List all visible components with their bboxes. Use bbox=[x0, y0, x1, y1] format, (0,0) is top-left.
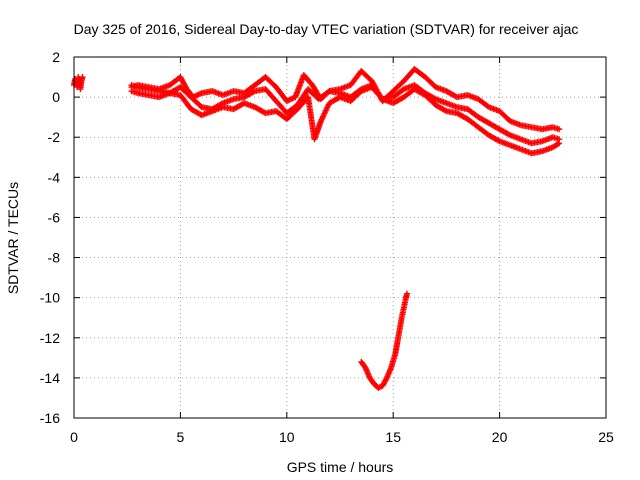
x-tick-label: 0 bbox=[70, 429, 78, 445]
tick-marks bbox=[73, 56, 607, 419]
data-layer bbox=[71, 66, 563, 391]
trace-marker bbox=[383, 376, 390, 383]
series-track-1 bbox=[128, 66, 563, 133]
data-point bbox=[556, 126, 563, 133]
y-tick-labels: 2 0 -2 -4 -6 -8 -10 -12 -14 -16 bbox=[40, 49, 60, 426]
series-segment-b bbox=[358, 290, 411, 391]
series-segment-a bbox=[71, 74, 86, 93]
y-tick-label: -10 bbox=[40, 290, 60, 306]
y-tick-label: 2 bbox=[52, 49, 60, 65]
y-tick-label: -12 bbox=[40, 330, 60, 346]
y-tick-label: 0 bbox=[52, 89, 60, 105]
series-track-3 bbox=[128, 84, 563, 157]
y-axis-label: SDTVAR / TECUs bbox=[5, 182, 21, 294]
x-axis-label: GPS time / hours bbox=[287, 459, 394, 475]
data-point bbox=[404, 290, 411, 297]
x-tick-label: 10 bbox=[279, 429, 295, 445]
x-tick-label: 25 bbox=[598, 429, 614, 445]
series-track-2 bbox=[128, 82, 563, 147]
y-tick-label: -2 bbox=[48, 129, 61, 145]
data-point bbox=[556, 140, 563, 147]
trace-marker bbox=[554, 141, 561, 148]
trace-marker bbox=[442, 107, 449, 114]
y-tick-label: -14 bbox=[40, 370, 60, 386]
y-tick-label: -16 bbox=[40, 410, 60, 426]
chart-title: Day 325 of 2016, Sidereal Day-to-day VTE… bbox=[74, 21, 579, 37]
y-tick-label: -4 bbox=[48, 169, 61, 185]
x-tick-label: 15 bbox=[385, 429, 401, 445]
trace-marker bbox=[431, 95, 438, 102]
trace-marker bbox=[495, 137, 502, 144]
y-tick-label: -6 bbox=[48, 209, 61, 225]
trace-marker bbox=[250, 88, 257, 95]
x-tick-label: 5 bbox=[177, 429, 185, 445]
grid bbox=[74, 57, 606, 418]
plot-frame bbox=[73, 56, 607, 419]
trace-marker bbox=[505, 131, 512, 138]
y-tick-label: -8 bbox=[48, 250, 61, 266]
x-tick-labels: 0 5 10 15 20 25 bbox=[70, 429, 614, 445]
x-tick-label: 20 bbox=[492, 429, 508, 445]
data-point bbox=[79, 74, 86, 81]
